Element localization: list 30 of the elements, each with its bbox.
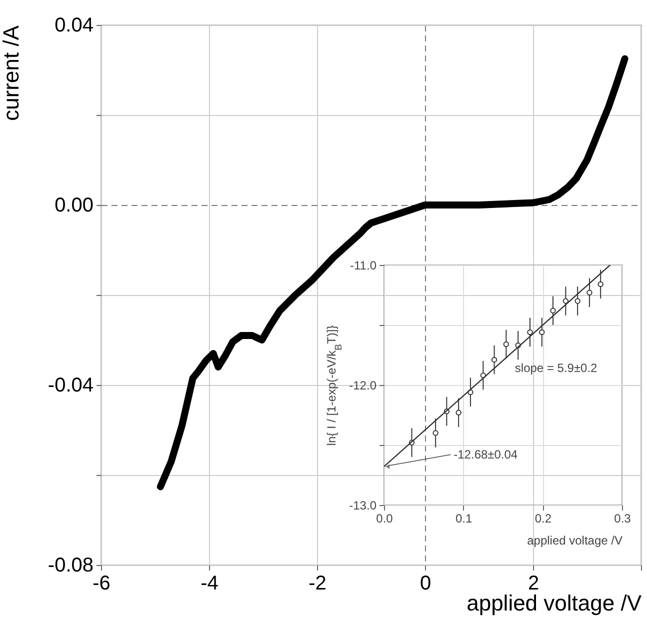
point — [539, 329, 545, 336]
x-tick-label: -2 — [308, 572, 326, 594]
y-axis-title: current /A — [0, 25, 24, 121]
x-tick-label: 0.2 — [534, 512, 552, 526]
annotation: slope = 5.9±0.2 — [514, 361, 598, 376]
x-axis-title: applied voltage /V — [527, 534, 622, 548]
y-tick-label: 0.04 — [54, 14, 94, 36]
point — [574, 298, 580, 304]
point — [527, 329, 533, 336]
point — [598, 281, 604, 288]
y-tick-label: 0.00 — [54, 194, 94, 216]
x-tick-label: 0.0 — [376, 512, 394, 526]
point — [456, 410, 462, 416]
point — [550, 308, 556, 314]
x-tick-label: -6 — [92, 572, 110, 594]
x-tick-label: 0 — [420, 572, 432, 594]
y-tick-label: -0.04 — [48, 374, 94, 396]
y-tick-label: -11.0 — [350, 258, 377, 272]
annotation: -12.68±0.04 — [454, 448, 518, 462]
point — [586, 290, 592, 296]
x-tick-label: 0.1 — [455, 512, 472, 526]
y-tick-label: -0.08 — [48, 554, 94, 576]
point — [562, 298, 569, 304]
y-tick-label: -13.0 — [349, 498, 377, 512]
point — [503, 341, 510, 348]
point — [432, 430, 438, 436]
x-tick-label: 0.3 — [614, 512, 632, 526]
point — [491, 356, 498, 363]
x-tick-label: -4 — [200, 572, 218, 594]
y-tick-label: -12.0 — [349, 378, 377, 392]
